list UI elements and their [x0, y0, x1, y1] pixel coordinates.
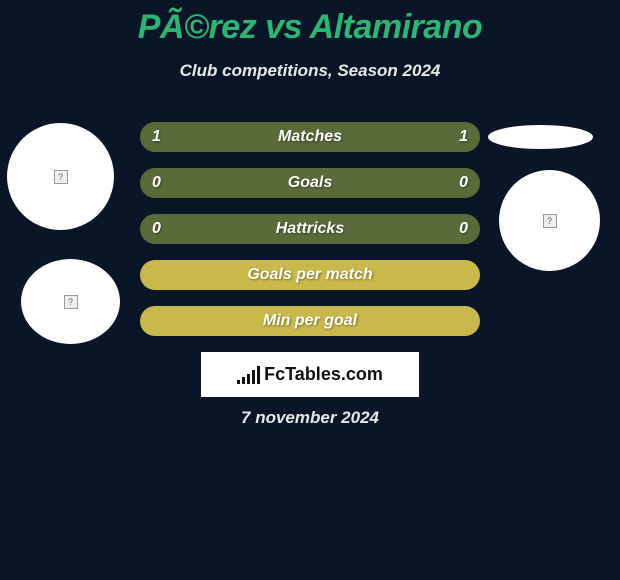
stat-label: Goals per match — [247, 266, 372, 284]
stat-row: 0 Hattricks 0 — [140, 214, 480, 244]
placeholder-icon: ? — [543, 214, 557, 228]
stat-right-value: 0 — [459, 220, 468, 238]
stat-right-value: 0 — [459, 174, 468, 192]
stat-left-value: 0 — [152, 220, 161, 238]
logo-bars-icon — [237, 366, 260, 384]
stat-row: 1 Matches 1 — [140, 122, 480, 152]
placeholder-icon: ? — [64, 295, 78, 309]
stat-row: 0 Goals 0 — [140, 168, 480, 198]
decor-ellipse — [488, 125, 593, 149]
logo-box: FcTables.com — [201, 352, 419, 397]
subtitle: Club competitions, Season 2024 — [0, 61, 620, 81]
stat-label: Hattricks — [276, 220, 344, 238]
stat-left-value: 1 — [152, 128, 161, 146]
stat-label: Matches — [278, 128, 342, 146]
stat-row: Min per goal — [140, 306, 480, 336]
decor-circle-1: ? — [7, 123, 114, 230]
stat-left-value: 0 — [152, 174, 161, 192]
logo-text: FcTables.com — [264, 364, 383, 385]
decor-circle-2: ? — [21, 259, 120, 344]
stat-right-value: 1 — [459, 128, 468, 146]
stat-label: Min per goal — [263, 312, 357, 330]
comparison-rows: 1 Matches 1 0 Goals 0 0 Hattricks 0 Goals per mat… — [140, 122, 480, 352]
placeholder-icon: ? — [54, 170, 68, 184]
stat-row: Goals per match — [140, 260, 480, 290]
decor-circle-3: ? — [499, 170, 600, 271]
page-title: PÃ©rez vs Altamirano — [0, 0, 620, 47]
stat-label: Goals — [288, 174, 332, 192]
date-text: 7 november 2024 — [0, 408, 620, 428]
